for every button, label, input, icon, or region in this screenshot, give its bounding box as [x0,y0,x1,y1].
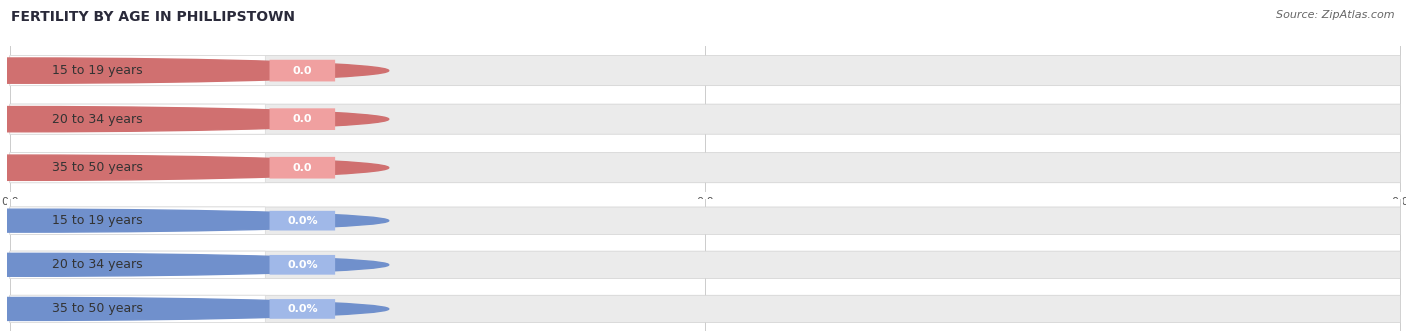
Circle shape [0,58,388,83]
FancyBboxPatch shape [10,207,266,234]
FancyBboxPatch shape [10,153,1400,183]
FancyBboxPatch shape [270,211,335,230]
Circle shape [0,209,388,232]
Circle shape [0,298,388,320]
Text: 0.0: 0.0 [292,66,312,75]
FancyBboxPatch shape [270,255,335,275]
FancyBboxPatch shape [10,251,1400,278]
Text: 35 to 50 years: 35 to 50 years [52,161,142,174]
FancyBboxPatch shape [270,299,335,319]
FancyBboxPatch shape [10,251,266,278]
FancyBboxPatch shape [270,157,335,178]
Circle shape [0,155,388,180]
FancyBboxPatch shape [10,56,1400,86]
Text: 35 to 50 years: 35 to 50 years [52,303,142,315]
Circle shape [0,107,388,132]
Text: 0.0: 0.0 [292,163,312,173]
FancyBboxPatch shape [10,207,1400,234]
Text: 0.0%: 0.0% [287,304,318,314]
FancyBboxPatch shape [10,295,266,323]
FancyBboxPatch shape [10,295,1400,323]
Text: FERTILITY BY AGE IN PHILLIPSTOWN: FERTILITY BY AGE IN PHILLIPSTOWN [11,10,295,24]
Text: 0.0: 0.0 [292,114,312,124]
FancyBboxPatch shape [10,153,266,183]
Text: 20 to 34 years: 20 to 34 years [52,113,142,126]
FancyBboxPatch shape [270,60,335,81]
Text: Source: ZipAtlas.com: Source: ZipAtlas.com [1277,10,1395,20]
FancyBboxPatch shape [10,104,266,134]
Text: 15 to 19 years: 15 to 19 years [52,214,142,227]
FancyBboxPatch shape [10,104,1400,134]
FancyBboxPatch shape [10,56,266,86]
Text: 0.0%: 0.0% [287,260,318,270]
Circle shape [0,253,388,276]
Text: 20 to 34 years: 20 to 34 years [52,258,142,271]
Text: 15 to 19 years: 15 to 19 years [52,64,142,77]
Text: 0.0%: 0.0% [287,216,318,226]
FancyBboxPatch shape [270,108,335,130]
